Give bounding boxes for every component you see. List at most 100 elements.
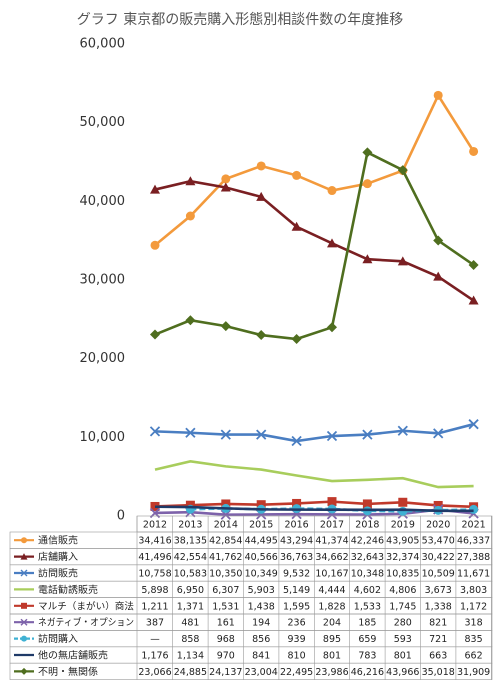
- data-point: [327, 322, 337, 333]
- y-tick-label: 40,000: [80, 194, 126, 209]
- legend-marker: [20, 553, 28, 560]
- table-cell: 23,004: [245, 667, 278, 678]
- table-cell: 36,763: [280, 552, 313, 563]
- table-cell: 24,885: [174, 667, 207, 678]
- legend-label: 通信販売: [38, 535, 78, 547]
- data-point: [398, 506, 408, 516]
- table-cell: 801: [394, 651, 412, 662]
- table-cell: 1,438: [248, 601, 275, 612]
- x-tick-label: 2019: [391, 520, 415, 531]
- data-point: [327, 186, 337, 196]
- x-tick-label: 2013: [178, 520, 202, 531]
- data-point: [468, 259, 479, 270]
- data-point: [362, 147, 373, 158]
- table-row: [9, 630, 493, 648]
- data-point: [433, 428, 444, 439]
- table-cell: 801: [323, 651, 341, 662]
- data-point: [220, 182, 231, 192]
- table-cell: 22,495: [280, 667, 313, 678]
- table-cell: 10,350: [209, 569, 242, 580]
- data-point: [150, 329, 160, 340]
- data-point: [150, 240, 160, 250]
- legend-label: ネガティブ・オプション: [38, 617, 134, 629]
- legend-label: マルチ（まがい）商法: [38, 600, 134, 612]
- table-cell: 35,018: [422, 667, 455, 678]
- table-cell: 6,307: [212, 585, 239, 596]
- series-line: [154, 500, 474, 509]
- table-cell: 41,762: [209, 552, 242, 563]
- x-tick-label: 2017: [320, 520, 344, 531]
- data-table: 2012 2013 2014 2015 2016 2017 2018 2019 2020 2021…: [9, 515, 493, 680]
- series-line: [154, 179, 475, 302]
- table-cell: 41,496: [138, 552, 171, 563]
- table-cell: 1,211: [141, 601, 168, 612]
- x-tick-label: 2020: [426, 520, 450, 531]
- table-cell: 43,905: [386, 536, 419, 547]
- table-cell: 23,066: [138, 667, 171, 678]
- data-point: [469, 504, 479, 514]
- table-cell: 5,903: [248, 585, 275, 596]
- table-cell: 858: [181, 634, 199, 645]
- data-point: [468, 295, 479, 305]
- table-cell: 1,172: [460, 601, 487, 612]
- table-cell: 835: [465, 634, 483, 645]
- data-point: [327, 497, 337, 507]
- table-cell: 204: [323, 618, 341, 629]
- table-cell: 46,337: [457, 536, 490, 547]
- table-cell: 53,470: [422, 536, 455, 547]
- table-cell: 42,854: [209, 536, 242, 547]
- y-tick-label: 30,000: [80, 273, 126, 288]
- y-tick-label: 0: [117, 509, 125, 524]
- table-cell: 895: [323, 634, 341, 645]
- table-cell: 662: [465, 651, 483, 662]
- data-point: [256, 429, 267, 440]
- table-cell: 236: [288, 618, 306, 629]
- data-point: [433, 90, 443, 100]
- data-point: [397, 165, 408, 176]
- data-point: [362, 254, 373, 264]
- table-cell: 280: [394, 618, 412, 629]
- legend-label: 不明・無関係: [38, 666, 99, 678]
- table-cell: 10,835: [386, 569, 419, 580]
- table-cell: 721: [429, 634, 447, 645]
- table-cell: 3,673: [425, 585, 452, 596]
- table-cell: 43,966: [386, 667, 419, 678]
- data-point: [185, 427, 196, 438]
- data-point: [256, 500, 266, 510]
- table-cell: 27,388: [457, 552, 490, 563]
- table-cell: 43,294: [280, 536, 313, 547]
- series-line: [154, 92, 475, 247]
- data-point: [398, 497, 408, 507]
- legend-marker: [21, 635, 27, 642]
- table-cell: 10,583: [174, 569, 207, 580]
- table-cell: 9,532: [283, 569, 310, 580]
- table-cell: 1,595: [283, 601, 310, 612]
- table-cell: 968: [217, 634, 235, 645]
- data-point: [149, 426, 161, 437]
- table-row: [9, 662, 493, 680]
- table-cell: 1,828: [318, 601, 345, 612]
- table-cell: 24,137: [209, 667, 242, 678]
- y-tick-label: 50,000: [80, 115, 126, 130]
- data-point: [150, 184, 160, 194]
- data-point: [397, 256, 408, 266]
- table-cell: 34,416: [138, 536, 171, 547]
- table-cell: 41,374: [315, 536, 348, 547]
- table-cell: 593: [394, 634, 412, 645]
- data-point: [362, 179, 372, 189]
- data-point: [327, 238, 337, 248]
- legend-label: 電話勧誘販売: [38, 584, 98, 596]
- table-cell: —: [150, 634, 160, 645]
- legend-marker: [20, 569, 28, 577]
- table-cell: 5,149: [283, 585, 310, 596]
- table-cell: 1,176: [141, 651, 168, 662]
- table-cell: 659: [358, 634, 376, 645]
- data-point: [221, 174, 231, 184]
- series-line: [154, 422, 474, 443]
- data-point: [220, 429, 231, 440]
- table-cell: 42,554: [174, 552, 207, 563]
- table-cell: 1,531: [212, 601, 239, 612]
- table-cell: 10,349: [245, 569, 278, 580]
- data-point: [469, 146, 479, 156]
- data-point: [185, 176, 196, 186]
